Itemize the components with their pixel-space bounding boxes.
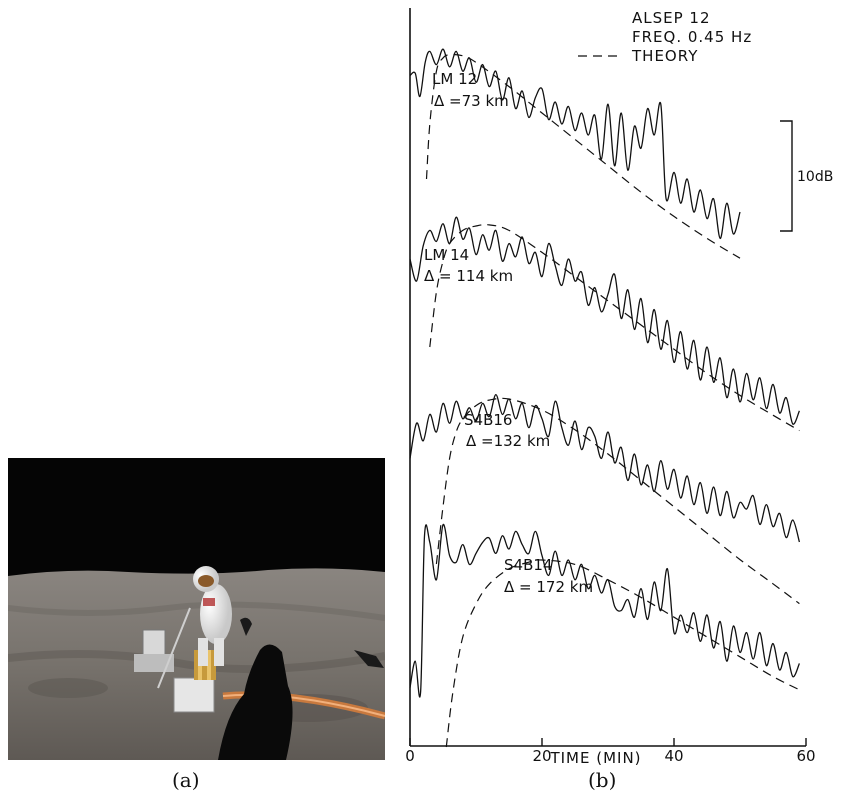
theory-curve-s4b14 bbox=[445, 559, 800, 748]
theory-curve-lm12 bbox=[425, 53, 741, 259]
panel-caption-b: (b) bbox=[588, 768, 617, 792]
series-distance-lm14: Δ = 114 km bbox=[424, 267, 513, 285]
x-tick-label: 20 bbox=[532, 747, 551, 765]
x-tick-label: 0 bbox=[405, 747, 415, 765]
legend-label: THEORY bbox=[631, 47, 698, 65]
x-tick-label: 60 bbox=[796, 747, 815, 765]
x-tick-label: 40 bbox=[664, 747, 683, 765]
observed-trace-s4b14 bbox=[409, 524, 801, 698]
observed-trace-lm12 bbox=[409, 48, 741, 240]
series-name-lm14: LM 14 bbox=[424, 246, 469, 264]
observed-trace-s4b16 bbox=[409, 393, 801, 543]
series-name-s4b16: S4B16 bbox=[464, 411, 512, 429]
scale-bar: 10dB bbox=[780, 120, 833, 232]
apollo-astronaut-photo bbox=[8, 458, 385, 760]
chart-title-block: ALSEP 12 FREQ. 0.45 Hz THEORY bbox=[578, 9, 752, 65]
x-ticks: 0 20 40 60 bbox=[405, 738, 816, 765]
scale-bracket-icon bbox=[780, 120, 793, 232]
theory-curve-s4b16 bbox=[435, 397, 800, 605]
series-distance-s4b16: Δ =132 km bbox=[466, 432, 550, 450]
scale-bar-label: 10dB bbox=[797, 169, 833, 185]
chart-subtitle: FREQ. 0.45 Hz bbox=[632, 28, 752, 46]
series-name-s4b14: S4B14 bbox=[504, 556, 552, 574]
panel-caption-a: (a) bbox=[172, 768, 200, 792]
chart-title: ALSEP 12 bbox=[632, 9, 711, 27]
astronaut-on-moon-photo bbox=[8, 458, 385, 760]
observed-trace-lm14 bbox=[409, 216, 801, 425]
series-labels: LM 12 Δ =73 km LM 14 Δ = 114 km S4B16 Δ … bbox=[424, 70, 593, 596]
series-distance-s4b14: Δ = 172 km bbox=[504, 578, 593, 596]
chart-axes bbox=[409, 8, 806, 747]
series-layer bbox=[409, 48, 801, 748]
x-axis-label: TIME (MIN) bbox=[549, 749, 641, 767]
series-name-lm12: LM 12 bbox=[432, 70, 477, 88]
series-distance-lm12: Δ =73 km bbox=[434, 92, 509, 110]
theory-curve-lm14 bbox=[429, 224, 800, 432]
